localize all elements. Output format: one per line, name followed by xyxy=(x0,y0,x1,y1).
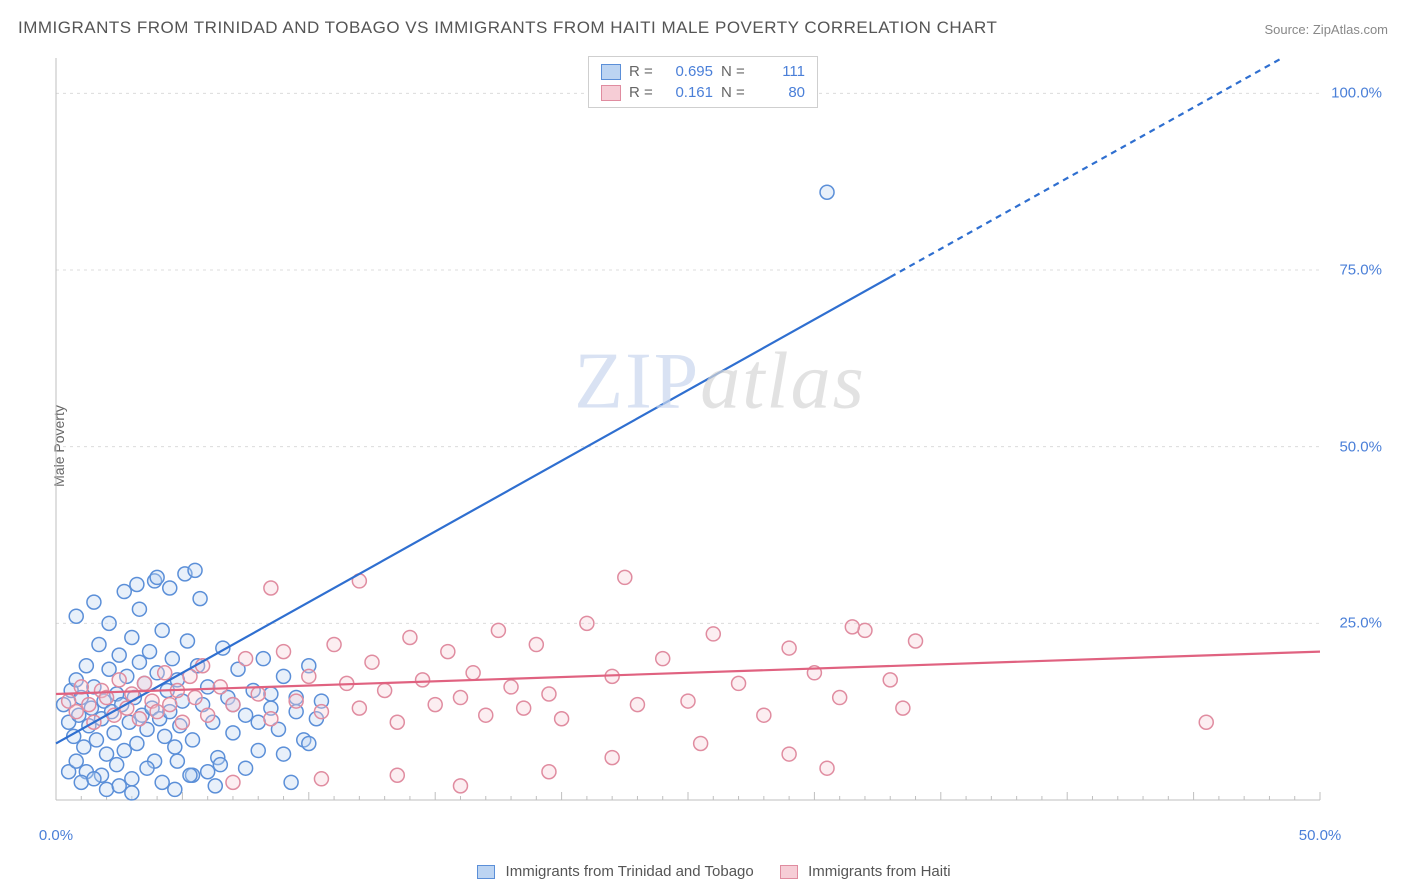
legend-label-ht: Immigrants from Haiti xyxy=(808,863,951,880)
n-value-tt: 111 xyxy=(757,63,805,80)
legend-label-tt: Immigrants from Trinidad and Tobago xyxy=(506,863,754,880)
y-tick-label: 75.0% xyxy=(1339,262,1382,279)
swatch-tt xyxy=(601,64,621,80)
source-attribution: Source: ZipAtlas.com xyxy=(1264,22,1388,37)
n-label: N = xyxy=(721,84,749,101)
r-value-tt: 0.695 xyxy=(665,63,713,80)
r-label: R = xyxy=(629,63,657,80)
legend-swatch-ht xyxy=(780,865,798,879)
y-tick-label: 25.0% xyxy=(1339,615,1382,632)
legend-swatch-tt xyxy=(477,865,495,879)
chart-title: IMMIGRANTS FROM TRINIDAD AND TOBAGO VS I… xyxy=(18,18,997,38)
plot-area: ZIPatlas 25.0%50.0%75.0%100.0%0.0%50.0% xyxy=(50,50,1390,840)
scatter-chart xyxy=(50,50,1390,840)
corr-legend-row-tt: R = 0.695 N = 111 xyxy=(597,61,809,82)
n-label: N = xyxy=(721,63,749,80)
series-legend: Immigrants from Trinidad and Tobago Immi… xyxy=(0,863,1406,880)
n-value-ht: 80 xyxy=(757,84,805,101)
corr-legend-row-ht: R = 0.161 N = 80 xyxy=(597,82,809,103)
x-tick-label: 50.0% xyxy=(1299,827,1342,844)
y-tick-label: 100.0% xyxy=(1331,85,1382,102)
r-label: R = xyxy=(629,84,657,101)
x-tick-label: 0.0% xyxy=(39,827,73,844)
r-value-ht: 0.161 xyxy=(665,84,713,101)
correlation-legend: R = 0.695 N = 111 R = 0.161 N = 80 xyxy=(588,56,818,108)
y-tick-label: 50.0% xyxy=(1339,438,1382,455)
swatch-ht xyxy=(601,85,621,101)
